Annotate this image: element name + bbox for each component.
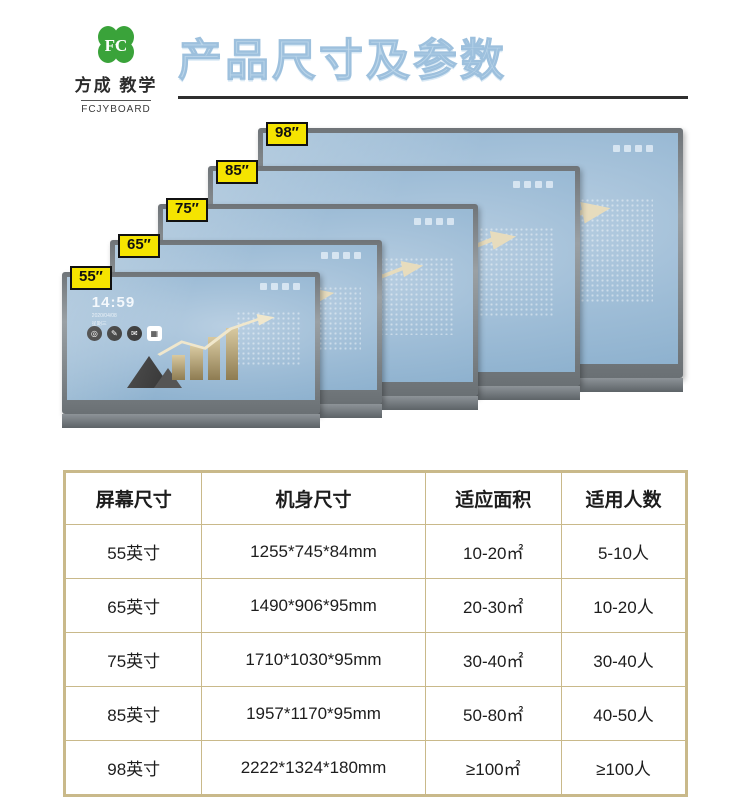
clock-time: 14:59 xyxy=(91,294,136,312)
cell-screen-size: 85英寸 xyxy=(64,686,203,741)
size-tag-65: 65″ xyxy=(118,234,160,258)
page-title-wrap: 产品尺寸及参数 xyxy=(178,24,688,99)
brand-name-en: FCJYBOARD xyxy=(81,100,151,115)
monitor-bezel: 14:59 2020/04/08 星期三 ◎ ✎ ✉ ▦ xyxy=(62,272,320,428)
spec-table: 屏幕尺寸 机身尺寸 适应面积 适用人数 55英寸 1255*745*84mm 1… xyxy=(64,472,687,795)
product-size-illustration: 98″ 85″ xyxy=(0,122,750,442)
svg-text:FC: FC xyxy=(105,36,128,55)
cell-area: 30-40㎡ xyxy=(424,632,562,687)
mail-icon: ✉ xyxy=(126,326,142,342)
cell-people: 30-40人 xyxy=(560,632,687,687)
table-row: 85英寸 1957*1170*95mm 50-80㎡ 40-50人 xyxy=(64,686,687,741)
col-header-body-size: 机身尺寸 xyxy=(201,472,426,525)
cell-screen-size: 75英寸 xyxy=(64,632,203,687)
cell-people: 5-10人 xyxy=(560,524,687,579)
screen-statusbar xyxy=(414,217,455,225)
cell-area: 50-80㎡ xyxy=(424,686,562,741)
screen-app-icons: ◎ ✎ ✉ ▦ xyxy=(86,326,162,342)
cell-screen-size: 55英寸 xyxy=(64,524,203,579)
clock-weekday: 星期三 xyxy=(91,321,107,328)
cell-people: 40-50人 xyxy=(560,686,687,741)
brand-logo: FC 方成 教学 FCJYBOARD xyxy=(62,22,170,117)
cell-body-size: 1710*1030*95mm xyxy=(201,632,426,687)
cell-body-size: 1255*745*84mm xyxy=(201,524,426,579)
monitor-stand-bar xyxy=(62,414,320,428)
table-row: 75英寸 1710*1030*95mm 30-40㎡ 30-40人 xyxy=(64,632,687,687)
screen-clock: 14:59 2020/04/08 星期三 xyxy=(92,294,135,327)
cell-area: 10-20㎡ xyxy=(424,524,562,579)
col-header-area: 适应面积 xyxy=(424,472,562,525)
page-header: FC 方成 教学 FCJYBOARD 产品尺寸及参数 xyxy=(0,0,750,120)
col-header-people: 适用人数 xyxy=(560,472,687,525)
cell-area: ≥100㎡ xyxy=(424,740,562,795)
monitor-screen: 14:59 2020/04/08 星期三 ◎ ✎ ✉ ▦ xyxy=(67,277,315,400)
page-title: 产品尺寸及参数 xyxy=(178,36,507,86)
screen-statusbar xyxy=(321,252,362,260)
size-tag-75: 75″ xyxy=(166,198,208,222)
compass-icon: ◎ xyxy=(86,326,102,342)
cell-people: 10-20人 xyxy=(560,578,687,633)
col-header-screen-size: 屏幕尺寸 xyxy=(64,472,203,525)
cell-body-size: 1957*1170*95mm xyxy=(201,686,426,741)
cell-people: ≥100人 xyxy=(560,740,687,795)
mountain-graphic-small xyxy=(153,367,182,388)
apps-icon: ▦ xyxy=(146,326,162,342)
cell-body-size: 2222*1324*180mm xyxy=(201,740,426,795)
table-row: 55英寸 1255*745*84mm 10-20㎡ 5-10人 xyxy=(64,524,687,579)
size-tag-85: 85″ xyxy=(216,160,258,184)
size-tag-98: 98″ xyxy=(266,122,308,146)
table-row: 98英寸 2222*1324*180mm ≥100㎡ ≥100人 xyxy=(64,740,687,795)
cell-body-size: 1490*906*95mm xyxy=(201,578,426,633)
growth-arrow-graphic xyxy=(156,313,285,363)
screen-statusbar xyxy=(513,181,554,189)
mountain-graphic xyxy=(126,355,171,388)
world-map-dots xyxy=(373,257,455,336)
spec-table-wrap: 屏幕尺寸 机身尺寸 适应面积 适用人数 55英寸 1255*745*84mm 1… xyxy=(63,470,688,797)
cell-area: 20-30㎡ xyxy=(424,578,562,633)
world-map-dots xyxy=(235,311,301,367)
size-tag-55: 55″ xyxy=(70,266,112,290)
cell-screen-size: 98英寸 xyxy=(64,740,203,795)
clock-date: 2020/04/08 xyxy=(91,313,117,320)
table-row: 65英寸 1490*906*95mm 20-30㎡ 10-20人 xyxy=(64,578,687,633)
cell-screen-size: 65英寸 xyxy=(64,578,203,633)
brand-name-cn: 方成 教学 xyxy=(74,76,158,95)
title-underline xyxy=(178,96,688,99)
bar-chart-graphic xyxy=(161,325,273,381)
screen-statusbar xyxy=(260,283,301,291)
note-icon: ✎ xyxy=(106,326,122,342)
table-header-row: 屏幕尺寸 机身尺寸 适应面积 适用人数 xyxy=(64,472,687,525)
clover-leaf-logo-icon: FC xyxy=(93,22,139,68)
screen-statusbar xyxy=(613,144,654,152)
monitor-55: 14:59 2020/04/08 星期三 ◎ ✎ ✉ ▦ xyxy=(62,266,320,428)
